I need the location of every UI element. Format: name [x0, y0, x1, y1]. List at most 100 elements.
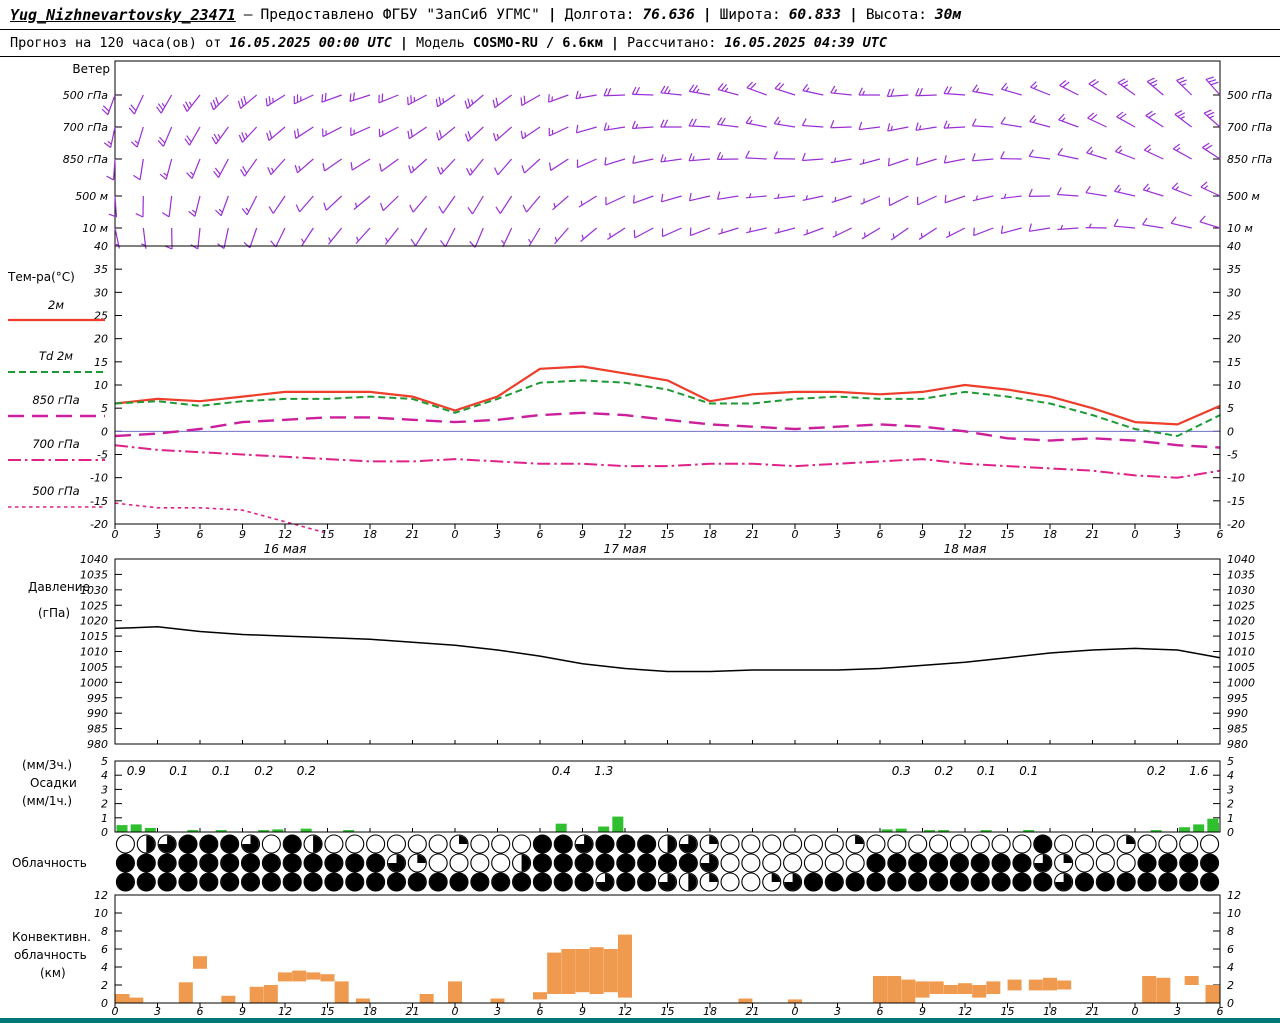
ytick-left: 1015: [80, 630, 108, 643]
hour-label: 6: [197, 1005, 204, 1018]
ytick-right: 1: [1227, 812, 1234, 825]
wind-panel-label: Ветер: [72, 62, 110, 76]
cloud-cover-symbol: [970, 834, 990, 854]
precip-3h-amount: 0.9: [127, 764, 146, 778]
date-label: 16 мая: [264, 542, 307, 556]
cloud-cover-symbol: [720, 834, 740, 854]
ytick-right: 1030: [1227, 584, 1255, 597]
convective-cloud-bar: [448, 981, 462, 1003]
cloud-cover-symbol: [1074, 872, 1095, 892]
convective-cloud-bar: [221, 995, 236, 1003]
ytick-left: 4: [101, 961, 108, 974]
cloud-cover-symbol: [449, 872, 469, 892]
ytick-left: 995: [87, 692, 108, 705]
hour-label: 21: [746, 528, 760, 541]
convective-cloud-bar: [334, 981, 349, 1003]
longitude-value: 76.636: [642, 6, 695, 23]
cloud-cover-symbol: [991, 872, 1011, 892]
cloud-cover-symbol: [115, 834, 135, 854]
cloud-cover-symbol: [470, 834, 490, 854]
cloud-cover-symbol: [220, 872, 240, 892]
cloud-cover-symbol: [1158, 853, 1178, 873]
latitude-label: Широта:: [719, 6, 781, 23]
ytick-left: 1030: [80, 584, 108, 597]
convective-cloud-bar: [618, 934, 632, 998]
hour-label: 6: [1217, 1005, 1224, 1018]
separator-icon: |: [702, 6, 712, 23]
wind-row-5: [114, 215, 1221, 250]
provided-by-label: Предоставлено ФГБУ "ЗапСиб УГМС": [260, 6, 540, 23]
hour-label: 3: [1174, 1005, 1181, 1018]
cloud-cover-symbol: [824, 834, 844, 854]
ytick-left: 6: [101, 943, 108, 956]
cloud-cover-symbol: [928, 853, 949, 873]
hour-label: 18: [363, 528, 377, 541]
ytick-left: 0: [101, 425, 108, 438]
convective-cloud-bar: [355, 998, 370, 1003]
precip-bar: [130, 824, 142, 832]
precip-bar: [116, 825, 128, 832]
hour-label: 6: [537, 1005, 544, 1018]
precip-3h-amount: 0.1: [1019, 764, 1038, 778]
cloud-cover-symbol: [699, 834, 719, 854]
bottom-strip: [0, 1018, 1280, 1023]
convective-cloud-bar: [306, 972, 321, 980]
ytick-left: 2: [101, 979, 108, 992]
wind-row-3: [106, 142, 1221, 181]
cloud-cover-symbol: [366, 834, 386, 854]
convective-cloud-bar: [193, 956, 207, 969]
ytick-right: 1040: [1227, 553, 1255, 566]
cloud-cover-symbol: [199, 872, 219, 892]
precip-bar: [215, 830, 227, 832]
cloud-cover-symbol: [741, 853, 761, 873]
wind-level-label-left: 500 м: [75, 190, 108, 203]
ytick-left: 40: [94, 240, 108, 253]
legend-item-label: 700 гПа: [32, 437, 79, 451]
cloud-cover-symbol: [220, 834, 240, 854]
wind-level-label-left: 500 гПа: [63, 89, 109, 102]
convective-panel-label-1: Конвективн.: [12, 930, 91, 944]
precip-bar: [1179, 827, 1190, 832]
cloud-cover-symbol: [970, 872, 990, 892]
ytick-left: 1010: [80, 646, 108, 659]
cloud-cover-symbol: [1074, 853, 1095, 873]
pressure-line-mslp: [114, 626, 1221, 673]
temp-line-t500: [114, 502, 328, 535]
cloud-cover-symbol: [553, 834, 573, 854]
hour-label: 12: [278, 528, 292, 541]
convective-cloud-bar: [901, 979, 916, 1003]
hour-label: 0: [452, 528, 459, 541]
hour-label: 9: [919, 528, 926, 541]
wind-row-1: [101, 76, 1221, 116]
convective-cloud-bar: [1156, 977, 1171, 1003]
convective-cloud-bar: [1007, 979, 1022, 991]
wind-level-label-right: 700 гПа: [1227, 121, 1273, 134]
hour-label: 21: [406, 1005, 420, 1018]
cloud-cover-symbol: [345, 834, 365, 854]
convective-cloud-bar: [115, 994, 130, 1003]
cloud-cover-symbol: [407, 853, 427, 873]
ytick-left: 20: [94, 333, 108, 346]
cloud-cover-symbol: [386, 834, 407, 854]
ytick-left: 985: [87, 723, 108, 736]
convective-cloud-bar: [178, 982, 193, 1003]
ytick-right: 985: [1227, 723, 1248, 736]
precip-3h-amount: 0.2: [934, 764, 953, 778]
cloud-cover-symbol: [762, 872, 782, 892]
cloud-cover-symbol: [1012, 853, 1032, 873]
hour-label: 21: [1086, 1005, 1100, 1018]
cloud-cover-symbol: [240, 853, 261, 873]
cloud-cover-symbol: [178, 834, 198, 854]
ytick-right: 6: [1227, 943, 1234, 956]
ytick-right: 0: [1227, 997, 1234, 1010]
precip-bar: [598, 826, 610, 832]
cloud-cover-symbol: [1137, 872, 1157, 892]
precip-3h-amount: 0.1: [977, 764, 996, 778]
hour-label: 18: [703, 1005, 717, 1018]
temp-line-t850: [114, 411, 1221, 449]
wind-level-label-right: 500 гПа: [1227, 89, 1273, 102]
cloud-cover-symbol: [199, 834, 219, 854]
model-value: COSMO-RU / 6.6км: [472, 35, 603, 51]
convective-cloud-bar: [1205, 985, 1220, 1003]
